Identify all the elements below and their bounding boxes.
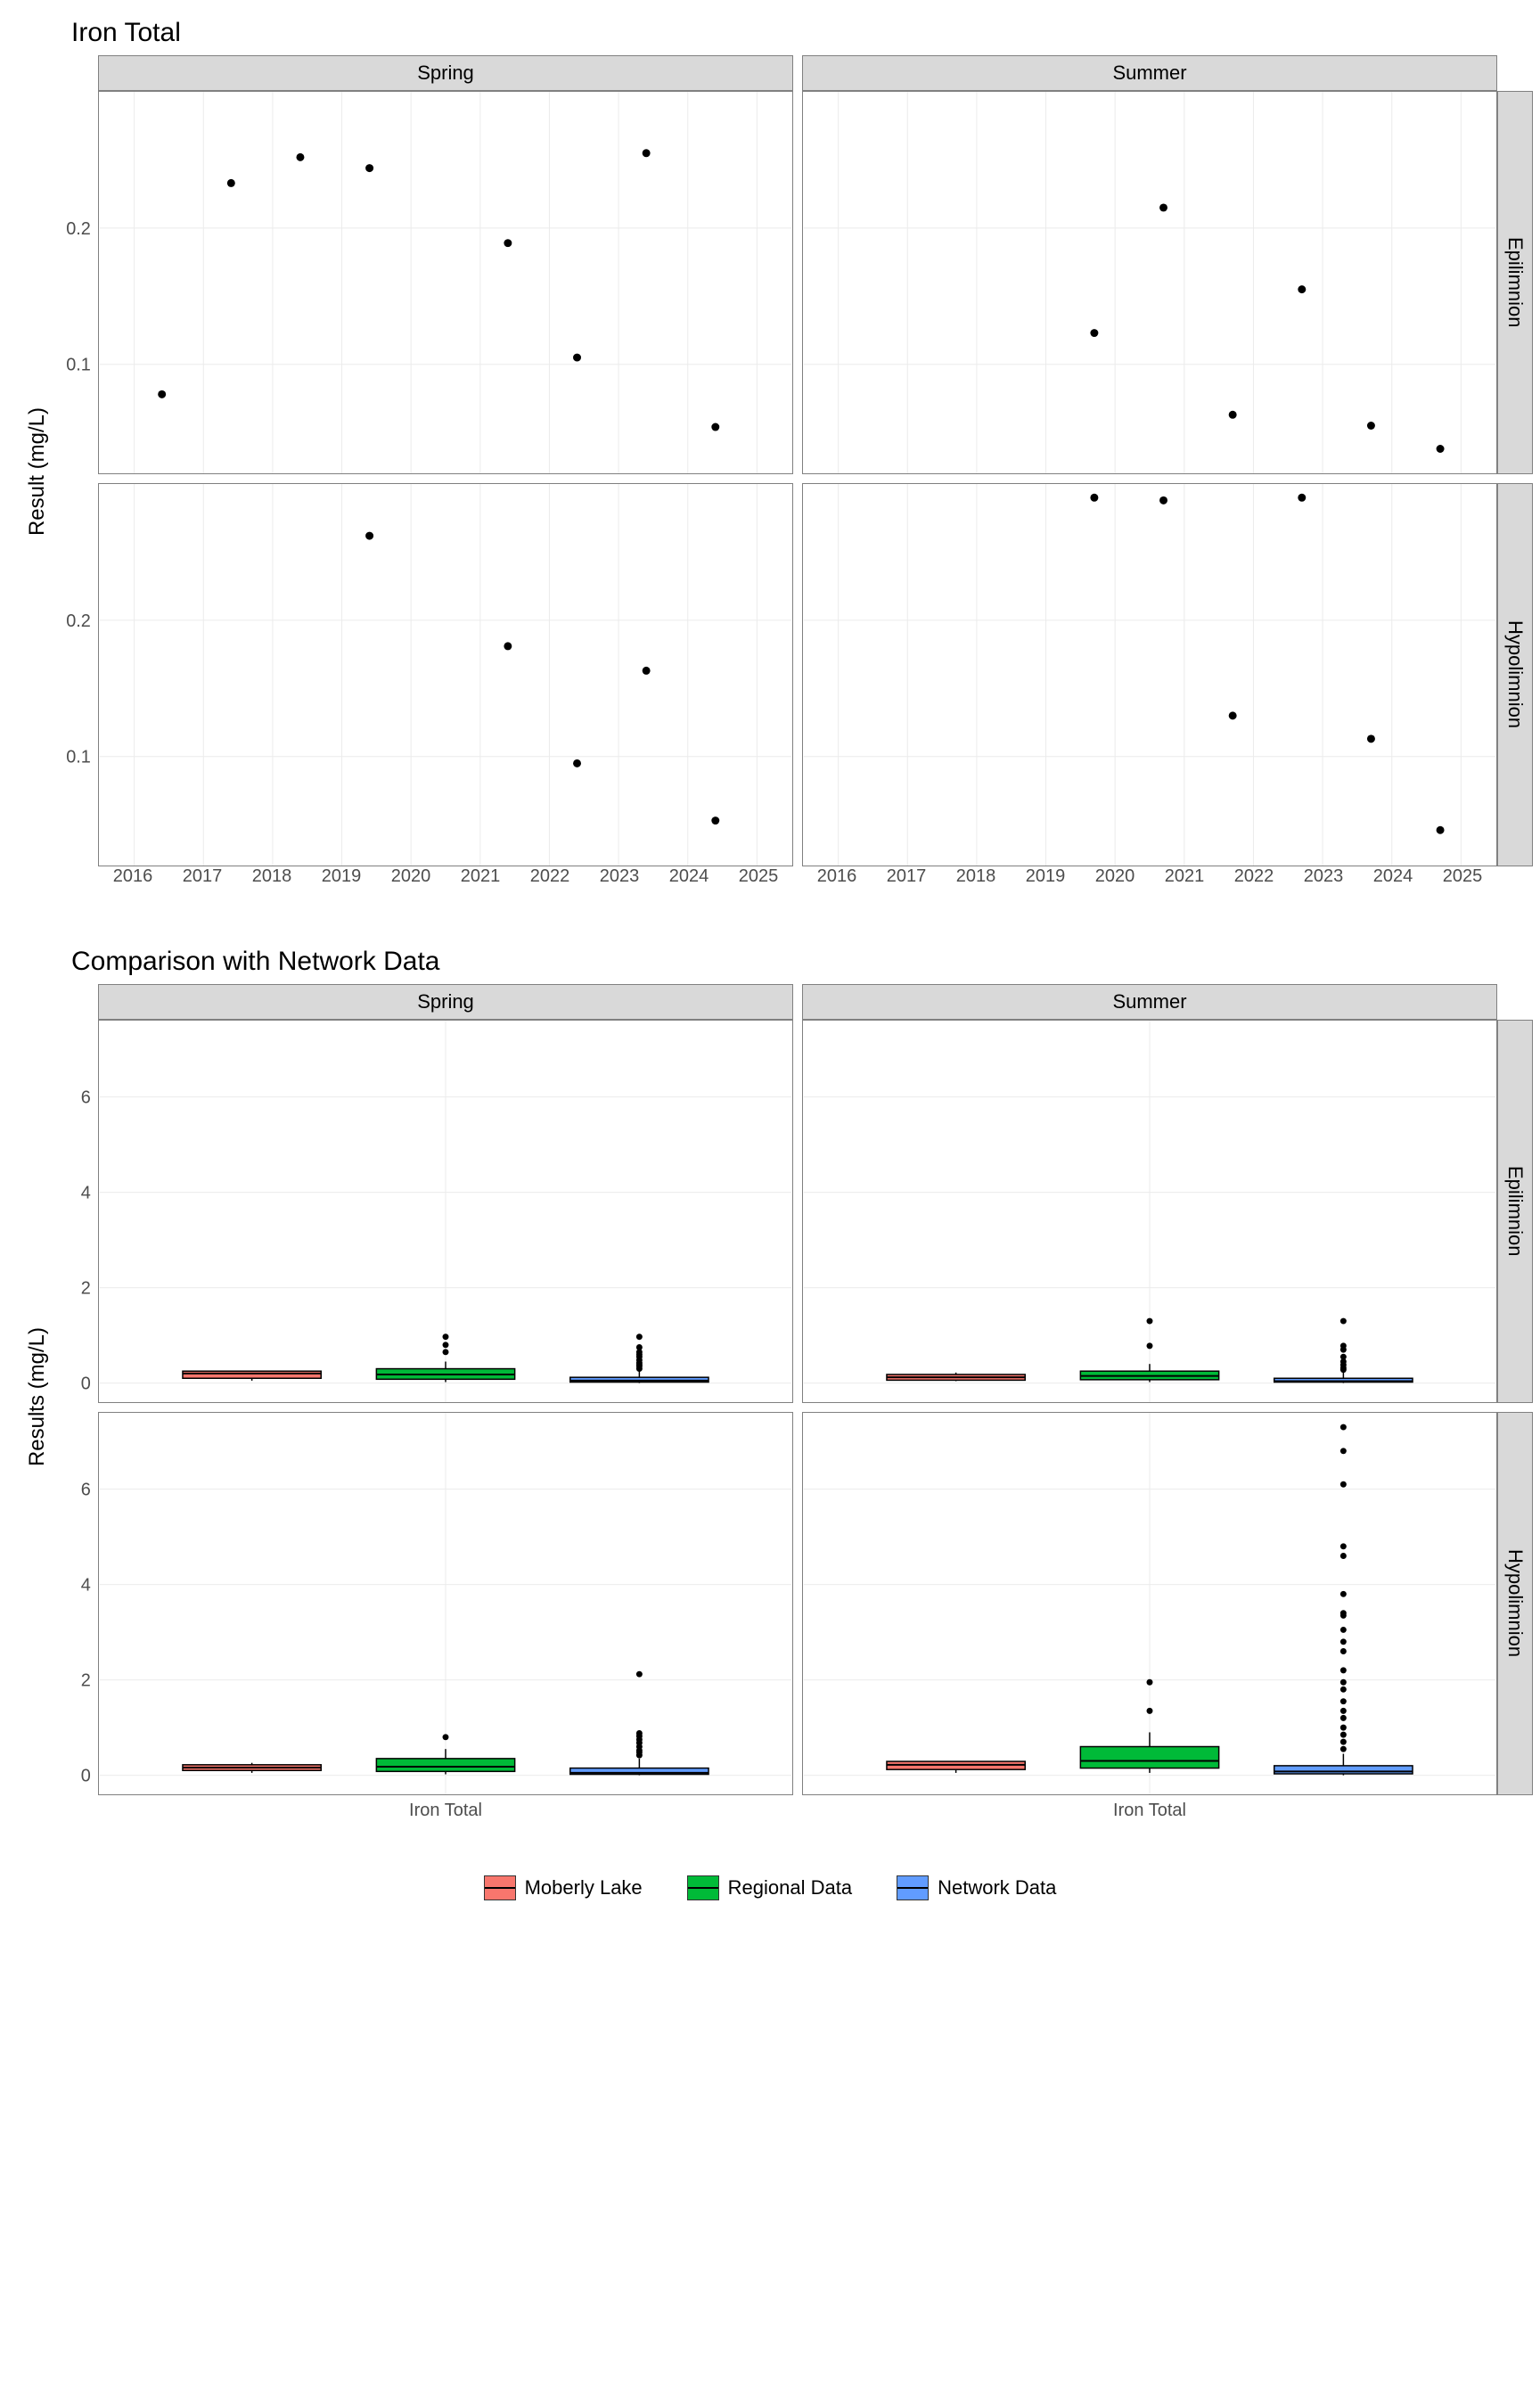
svg-text:6: 6 (81, 1088, 91, 1108)
svg-text:0.2: 0.2 (66, 611, 91, 631)
bottom-facet-grid: Results (mg/L)SpringSummerEpilimnionHypo… (18, 984, 1522, 1831)
row-strip: Epilimnion (1497, 1020, 1533, 1403)
legend-label: Regional Data (728, 1876, 852, 1900)
x-axis-ticks: 2016201720182019202020212022202320242025 (802, 866, 1497, 902)
row-strip: Epilimnion (1497, 91, 1533, 474)
scatter-chart-block: Iron Total Result (mg/L)SpringSummerEpil… (18, 18, 1522, 902)
chart-title: Comparison with Network Data (71, 947, 1522, 977)
svg-text:0.1: 0.1 (66, 356, 91, 375)
y-axis-label: Results (mg/L) (25, 1327, 50, 1466)
svg-text:0.1: 0.1 (66, 748, 91, 767)
chart-title: Iron Total (71, 18, 1522, 48)
row-strip: Hypolimnion (1497, 483, 1533, 866)
legend: Moberly Lake Regional Data Network Data (18, 1875, 1522, 1900)
scatter-panel: 0.10.2 (98, 91, 793, 474)
scatter-panel (802, 91, 1497, 474)
top-facet-grid: Result (mg/L)SpringSummerEpilimnionHypol… (18, 55, 1522, 902)
x-axis-category: Iron Total (98, 1795, 793, 1831)
svg-text:2: 2 (81, 1671, 91, 1691)
legend-swatch (484, 1875, 516, 1900)
col-strip: Summer (802, 55, 1497, 91)
col-strip: Spring (98, 984, 793, 1020)
legend-label: Network Data (938, 1876, 1056, 1900)
svg-text:2: 2 (81, 1279, 91, 1299)
legend-item: Network Data (897, 1875, 1056, 1900)
row-strip: Hypolimnion (1497, 1412, 1533, 1795)
legend-item: Regional Data (687, 1875, 852, 1900)
svg-text:0: 0 (81, 1767, 91, 1786)
scatter-panel: 0.10.2 (98, 483, 793, 866)
boxplot-chart-block: Comparison with Network Data Results (mg… (18, 947, 1522, 1831)
boxplot-panel: 0246 (98, 1412, 793, 1795)
boxplot-panel (802, 1412, 1497, 1795)
col-strip: Spring (98, 55, 793, 91)
svg-text:0: 0 (81, 1374, 91, 1394)
legend-item: Moberly Lake (484, 1875, 643, 1900)
legend-swatch (687, 1875, 719, 1900)
svg-text:0.2: 0.2 (66, 219, 91, 239)
svg-text:4: 4 (81, 1576, 91, 1596)
scatter-panel (802, 483, 1497, 866)
x-axis-ticks: 2016201720182019202020212022202320242025 (98, 866, 793, 902)
x-axis-category: Iron Total (802, 1795, 1497, 1831)
boxplot-panel: 0246 (98, 1020, 793, 1403)
svg-text:6: 6 (81, 1481, 91, 1500)
boxplot-panel (802, 1020, 1497, 1403)
legend-swatch (897, 1875, 929, 1900)
legend-label: Moberly Lake (525, 1876, 643, 1900)
y-axis-label: Result (mg/L) (25, 407, 50, 536)
svg-text:4: 4 (81, 1184, 91, 1203)
col-strip: Summer (802, 984, 1497, 1020)
